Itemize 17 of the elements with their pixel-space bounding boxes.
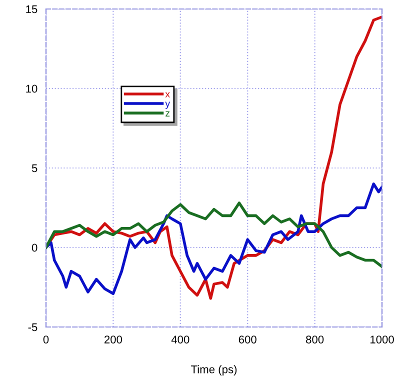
- x-tick-label: 1000: [370, 336, 394, 344]
- x-tick-label: 0: [43, 336, 49, 344]
- line-series: [46, 182, 382, 295]
- x-tick-label: 200: [104, 336, 122, 344]
- legend-label: y: [165, 102, 170, 109]
- y-tick-label: 5: [32, 164, 38, 172]
- y-tick-label: 15: [26, 5, 38, 14]
- legend-label: x: [165, 92, 170, 98]
- y-tick-label: 0: [32, 244, 38, 252]
- x-tick-label: 400: [171, 336, 190, 344]
- x-axis-title: Time (ps): [191, 365, 237, 376]
- y-tick-label: 10: [26, 84, 38, 93]
- legend-label: z: [166, 111, 170, 116]
- x-tick-label: 800: [306, 336, 324, 344]
- line-series: [46, 202, 382, 268]
- x-tick-label: 600: [238, 336, 256, 344]
- y-tick-label: -5: [28, 323, 38, 332]
